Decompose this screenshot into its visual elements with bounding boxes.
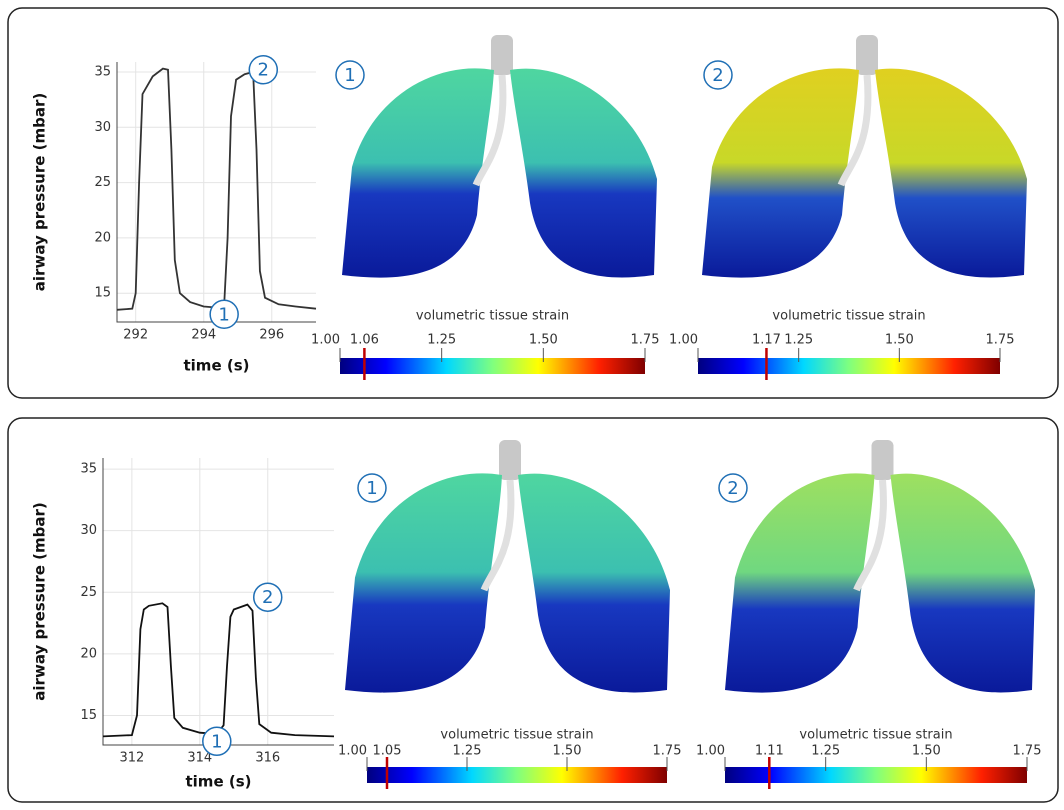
y-axis-label: airway pressure (mbar) <box>31 502 49 700</box>
right-lung <box>518 473 670 693</box>
trachea <box>491 35 513 75</box>
x-tick-label: 294 <box>191 328 216 343</box>
tick-label: 1.00 <box>669 333 698 348</box>
colorbar <box>698 358 1000 374</box>
bronchus <box>853 479 887 592</box>
y-tick-label: 25 <box>80 585 97 600</box>
tick-label: 1.25 <box>427 333 456 348</box>
tick-label: 1.25 <box>453 744 482 759</box>
annotation-label: 1 <box>218 304 229 325</box>
axis <box>116 62 316 323</box>
y-tick-label: 30 <box>94 120 111 135</box>
strain-marker-label: 1.17 <box>752 333 781 348</box>
x-tick-label: 314 <box>187 751 212 766</box>
left-lung <box>725 473 875 693</box>
x-axis-label: time (s) <box>184 357 250 375</box>
tick-label: 1.50 <box>553 744 582 759</box>
bronchus <box>837 74 872 187</box>
trachea <box>499 440 521 480</box>
tick-label: 1.75 <box>631 333 660 348</box>
lung-rendering <box>345 440 670 693</box>
trachea <box>871 440 894 480</box>
tick-label: 1.00 <box>311 333 340 348</box>
y-axis-label: airway pressure (mbar) <box>31 93 49 291</box>
y-tick-label: 20 <box>94 230 111 245</box>
annotation-circle <box>718 473 748 503</box>
annotation-label: 2 <box>727 478 738 499</box>
annotation-label: 1 <box>366 478 377 499</box>
left-lung <box>345 473 502 693</box>
colorbar-title: volumetric tissue strain <box>799 728 952 743</box>
y-tick-label: 20 <box>80 646 97 661</box>
right-lung <box>890 473 1035 693</box>
tick-label: 1.50 <box>912 744 941 759</box>
tick-label: 1.25 <box>784 333 813 348</box>
lung-rendering <box>702 35 1027 278</box>
colorbar-title: volumetric tissue strain <box>440 728 593 743</box>
strain-marker-label: 1.11 <box>755 744 784 759</box>
bronchus <box>472 74 507 187</box>
tick-label: 1.50 <box>885 333 914 348</box>
y-tick-label: 15 <box>80 708 97 723</box>
colorbar-title: volumetric tissue strain <box>416 309 569 324</box>
lung-rendering <box>342 35 657 278</box>
x-axis-label: time (s) <box>186 773 252 791</box>
tick-label: 1.00 <box>338 744 367 759</box>
tick-label: 1.75 <box>653 744 682 759</box>
x-tick-label: 296 <box>259 328 284 343</box>
annotation-label: 2 <box>258 60 269 81</box>
annotation-label: 2 <box>262 587 273 608</box>
colorbar <box>367 767 667 783</box>
strain-marker-label: 1.06 <box>350 333 379 348</box>
pressure-line <box>102 602 335 738</box>
y-tick-label: 35 <box>94 64 111 79</box>
annotation-circle <box>703 60 733 90</box>
tick-label: 1.00 <box>696 744 725 759</box>
y-tick-label: 35 <box>80 462 97 477</box>
annotation-label: 2 <box>712 65 723 86</box>
axis <box>102 458 334 746</box>
y-tick-label: 30 <box>80 523 97 538</box>
annotation-label: 1 <box>211 731 222 752</box>
trachea <box>856 35 878 75</box>
tick-label: 1.75 <box>1013 744 1042 759</box>
right-lung <box>875 68 1027 278</box>
y-tick-label: 15 <box>94 286 111 301</box>
colorbar-title: volumetric tissue strain <box>772 309 925 324</box>
strain-marker-label: 1.05 <box>373 744 402 759</box>
bronchus <box>480 479 515 592</box>
left-lung <box>342 68 494 278</box>
lung-rendering <box>725 440 1035 693</box>
annotation-label: 1 <box>344 65 355 86</box>
colorbar <box>340 358 645 374</box>
annotation-circle <box>202 726 232 757</box>
annotation-circle <box>357 473 387 503</box>
tick-label: 1.50 <box>529 333 558 348</box>
annotation-circle <box>335 60 365 90</box>
annotation-circle <box>209 299 239 330</box>
right-lung <box>510 68 657 278</box>
tick-label: 1.75 <box>986 333 1015 348</box>
x-tick-label: 292 <box>123 328 148 343</box>
annotation-circle <box>248 54 279 85</box>
tick-label: 1.25 <box>811 744 840 759</box>
x-tick-label: 312 <box>119 751 144 766</box>
annotation-circle <box>253 582 283 612</box>
colorbar <box>725 767 1027 783</box>
left-lung <box>702 68 859 278</box>
pressure-line <box>116 67 317 311</box>
panel-frame <box>7 417 1059 803</box>
panel-frame <box>7 7 1059 399</box>
y-tick-label: 25 <box>94 175 111 190</box>
x-tick-label: 316 <box>255 751 280 766</box>
